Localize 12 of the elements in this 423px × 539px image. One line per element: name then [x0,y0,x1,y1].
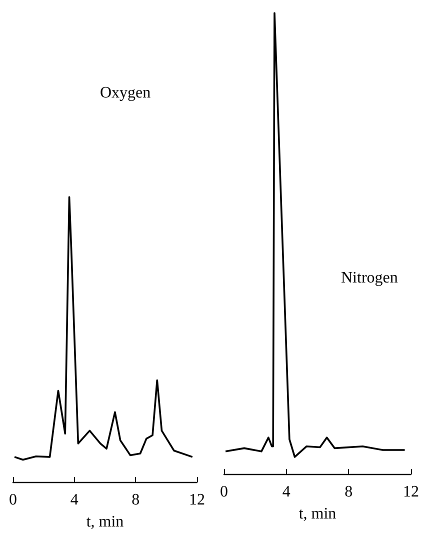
x-axis-title: t, min [86,514,124,530]
x-axis-title: t, min [298,506,336,522]
x-tick-label: 0 [220,484,228,500]
x-tick-label: 12 [189,492,205,508]
x-tick-label: 8 [132,492,140,508]
x-tick-label: 4 [70,492,78,508]
text: Nitrogen [341,270,398,286]
x-tick-label: 12 [403,484,419,500]
x-tick-label: 0 [9,492,17,508]
x-tick-label: 4 [282,484,290,500]
text: Oxygen [100,84,151,102]
x-tick-label: 8 [344,484,353,500]
